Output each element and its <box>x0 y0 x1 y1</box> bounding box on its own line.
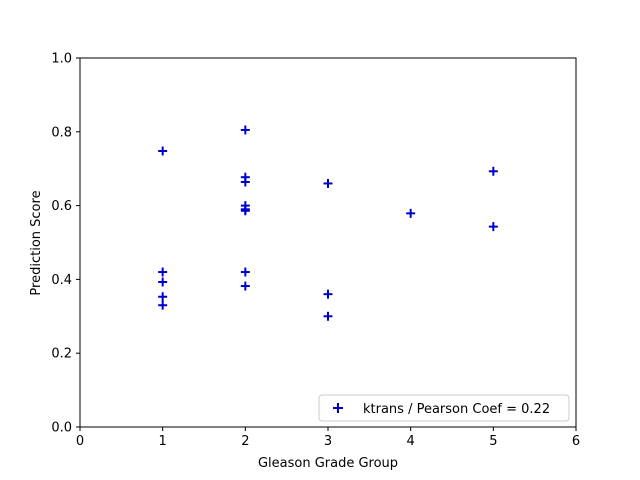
data-point <box>323 311 333 321</box>
data-point <box>240 281 250 291</box>
y-tick-label: 1.0 <box>51 52 72 67</box>
data-point <box>158 300 168 310</box>
data-point <box>323 178 333 188</box>
legend: ktrans / Pearson Coef = 0.22 <box>318 394 570 422</box>
legend-entry-label: ktrans / Pearson Coef = 0.22 <box>363 402 550 417</box>
x-tick-label: 1 <box>159 434 167 449</box>
data-point <box>158 292 168 302</box>
x-axis-label: Gleason Grade Group <box>258 456 398 471</box>
data-point <box>406 208 416 218</box>
x-tick-label: 4 <box>407 434 415 449</box>
legend-frame <box>318 394 570 422</box>
x-tick-label: 6 <box>572 434 580 449</box>
y-axis-label: Prediction Score <box>29 190 44 295</box>
data-point <box>323 289 333 299</box>
x-tick-label: 3 <box>324 434 332 449</box>
legend-marker-icon <box>333 403 343 413</box>
x-tick-label: 0 <box>76 434 84 449</box>
data-point <box>488 166 498 176</box>
data-point <box>240 206 250 216</box>
data-points <box>158 125 498 321</box>
data-point <box>240 125 250 135</box>
y-tick-label: 0.0 <box>51 421 72 436</box>
data-point <box>488 222 498 232</box>
y-tick-label: 0.8 <box>51 125 72 140</box>
x-tick-label: 2 <box>241 434 249 449</box>
data-point <box>240 177 250 187</box>
axis-ticks: 0 1 2 3 4 5 6 0.0 0.2 0.4 0.6 0.8 1.0 <box>51 52 580 450</box>
data-point <box>240 267 250 277</box>
data-point <box>158 267 168 277</box>
data-point <box>158 146 168 156</box>
y-tick-label: 0.6 <box>51 199 72 214</box>
x-tick-label: 5 <box>489 434 497 449</box>
data-point <box>158 277 168 287</box>
y-tick-label: 0.4 <box>51 273 72 288</box>
y-tick-label: 0.2 <box>51 347 72 362</box>
